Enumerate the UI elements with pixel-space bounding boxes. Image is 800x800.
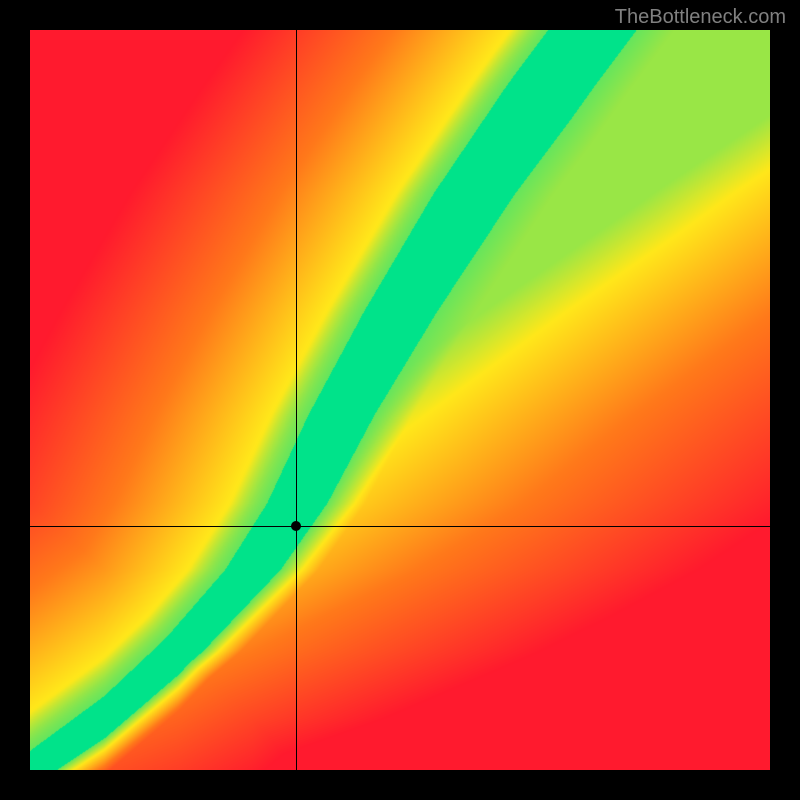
chart-container: TheBottleneck.com [0,0,800,800]
crosshair-vertical [296,30,297,770]
crosshair-marker [291,521,301,531]
crosshair-horizontal [30,526,770,527]
heatmap-canvas [30,30,770,770]
watermark-label: TheBottleneck.com [615,6,786,29]
heatmap-plot [30,30,770,770]
